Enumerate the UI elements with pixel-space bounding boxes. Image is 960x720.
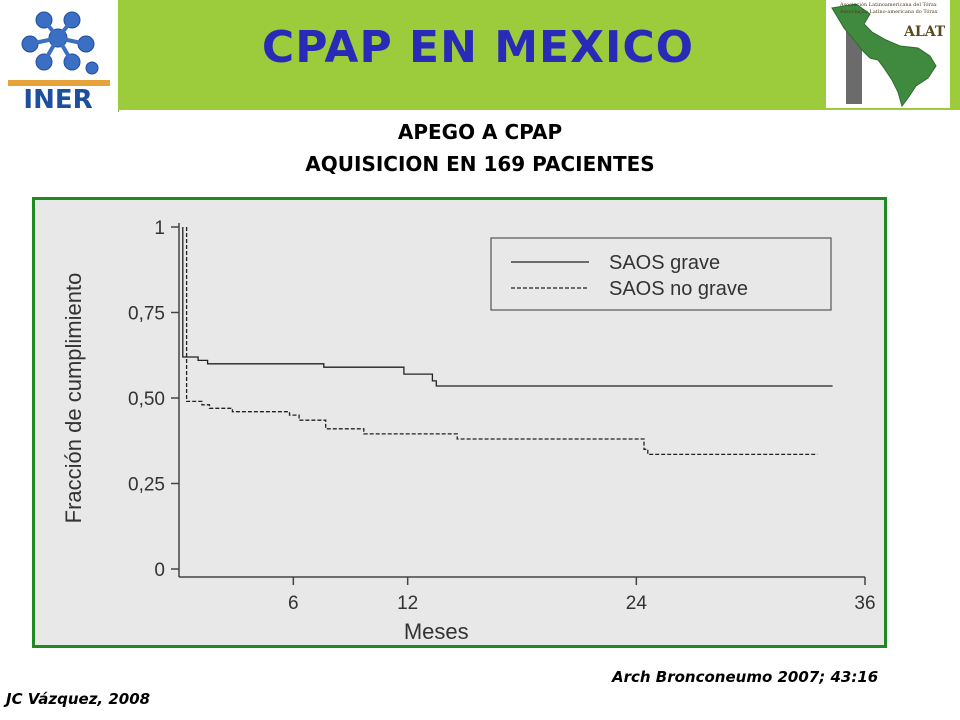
- subtitle-line-2: AQUISICION EN 169 PACIENTES: [305, 152, 655, 176]
- legend: SAOS grave SAOS no grave: [490, 237, 832, 311]
- x-axis-label: Meses: [404, 619, 469, 644]
- y-tick-label: 1: [154, 218, 165, 239]
- x-tick-label: 36: [854, 593, 875, 614]
- iner-logo-text: INER: [23, 85, 92, 112]
- y-tick-label: 0,75: [128, 304, 165, 325]
- y-tick-label: 0: [154, 560, 165, 581]
- title-banner: CPAP EN MEXICO Asociación Latinoamerican…: [118, 0, 960, 110]
- slide-header: INER CPAP EN MEXICO Asociación Latinoame…: [0, 0, 960, 115]
- legend-box: [490, 237, 832, 311]
- series-lines: [182, 227, 833, 456]
- series-line-2: [185, 227, 818, 456]
- iner-logo: INER: [0, 0, 119, 115]
- x-tick-label: 12: [397, 593, 418, 614]
- alat-logo-text: ALAT: [903, 24, 946, 40]
- alat-line-2: Associação Latino-americana do Tórax: [839, 8, 938, 15]
- y-axis: 0 0,25 0,50 0,75 1: [128, 218, 180, 581]
- y-tick-label: 0,50: [128, 389, 165, 410]
- y-axis-label: Fracción de cumplimiento: [61, 273, 86, 524]
- iner-logo-icon: INER: [8, 11, 110, 115]
- author-credit: JC Vázquez, 2008: [6, 690, 151, 708]
- survival-chart: 0 0,25 0,50 0,75 1 6 12 24 36 Fracción de cumpl…: [61, 218, 876, 644]
- alat-line-1: Asociación Latinoamericana del Tórax: [839, 1, 937, 8]
- x-tick-label: 24: [626, 593, 648, 614]
- x-axis: 6 12 24 36: [179, 576, 876, 614]
- alat-logo-icon: Asociación Latinoamericana del Tórax Ass…: [826, 0, 950, 108]
- legend-label-1: SAOS grave: [609, 252, 720, 274]
- citation: Arch Bronconeumo 2007; 43:16: [612, 668, 879, 686]
- x-tick-label: 6: [288, 593, 299, 614]
- chart-frame: 0 0,25 0,50 0,75 1 6 12 24 36 Fracción de cumpl…: [32, 197, 887, 648]
- y-tick-label: 0,25: [128, 475, 165, 496]
- subtitle-line-1: APEGO A CPAP: [397, 120, 563, 144]
- legend-label-2: SAOS no grave: [609, 278, 748, 300]
- series-line-1: [182, 227, 833, 387]
- slide-title: CPAP EN MEXICO: [261, 22, 695, 73]
- alat-logo: Asociación Latinoamericana del Tórax Ass…: [826, 0, 950, 108]
